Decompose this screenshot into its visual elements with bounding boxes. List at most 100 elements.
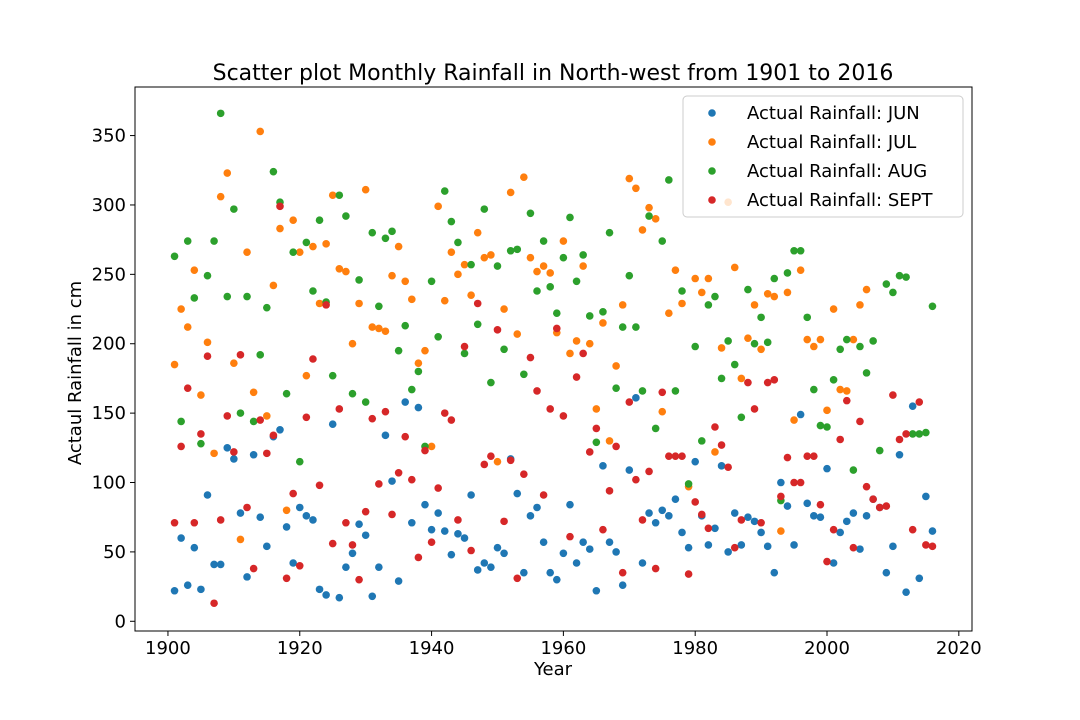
data-point <box>737 541 746 549</box>
data-point <box>605 487 614 495</box>
data-point <box>355 520 363 528</box>
data-point <box>309 287 317 295</box>
data-point <box>889 288 897 297</box>
data-point <box>691 457 699 466</box>
data-point <box>684 480 693 488</box>
data-point <box>862 285 871 294</box>
data-point <box>170 252 179 261</box>
data-point <box>671 495 680 503</box>
data-point <box>790 246 798 255</box>
data-point <box>381 234 390 243</box>
data-point <box>520 470 528 478</box>
data-point <box>394 577 403 585</box>
data-point <box>730 360 739 369</box>
data-point <box>671 452 680 460</box>
data-point <box>487 378 495 387</box>
data-point <box>750 405 759 413</box>
data-point <box>783 502 792 510</box>
data-point <box>645 212 653 220</box>
data-point <box>724 463 732 472</box>
x-tick-label: 1900 <box>145 638 191 659</box>
data-point <box>612 442 620 451</box>
data-point <box>197 439 205 448</box>
data-point <box>816 513 825 522</box>
data-point <box>480 559 489 567</box>
data-point <box>856 342 864 351</box>
data-point <box>638 226 647 234</box>
data-point <box>243 503 251 512</box>
data-point <box>645 509 653 517</box>
data-point <box>605 228 614 237</box>
y-tick-label: 50 <box>103 542 126 563</box>
data-point <box>414 403 423 412</box>
data-point <box>427 538 436 546</box>
data-point <box>902 588 910 596</box>
data-point <box>717 374 726 383</box>
data-point <box>526 209 535 218</box>
data-point <box>849 335 858 344</box>
data-point <box>480 460 489 469</box>
data-point <box>770 568 779 577</box>
data-point <box>427 277 436 286</box>
data-point <box>394 242 403 251</box>
data-point <box>658 388 667 397</box>
data-point <box>750 301 759 309</box>
data-point <box>243 573 251 581</box>
data-point <box>842 396 851 405</box>
data-point <box>645 203 653 212</box>
data-point <box>381 431 390 440</box>
data-point <box>618 323 627 331</box>
data-point <box>836 435 844 444</box>
data-point <box>803 452 812 460</box>
data-point <box>216 192 225 201</box>
data-point <box>322 301 330 309</box>
data-point <box>783 288 792 297</box>
data-point <box>691 274 699 283</box>
data-point <box>328 420 337 429</box>
data-point <box>592 438 601 447</box>
data-point <box>467 491 475 499</box>
data-point <box>223 444 232 452</box>
data-point <box>493 262 502 270</box>
data-point <box>440 527 449 535</box>
y-tick-label: 350 <box>92 126 126 147</box>
data-point <box>236 409 245 417</box>
data-point <box>777 527 785 535</box>
data-point <box>203 352 212 361</box>
data-point <box>592 424 601 433</box>
data-point <box>678 287 686 295</box>
data-point <box>480 205 489 213</box>
data-point <box>711 423 719 431</box>
data-point <box>249 450 258 459</box>
data-point <box>355 299 363 308</box>
data-point <box>177 534 185 542</box>
data-point <box>559 253 568 262</box>
data-point <box>684 543 693 552</box>
data-point <box>763 542 772 551</box>
data-point <box>777 492 785 501</box>
data-point <box>618 301 627 309</box>
data-point <box>375 324 383 333</box>
data-point <box>348 339 357 348</box>
x-axis-title: Year <box>533 659 573 680</box>
data-point <box>704 274 713 283</box>
data-point <box>856 301 864 309</box>
data-point <box>658 506 667 515</box>
data-point <box>282 389 291 398</box>
data-point <box>724 548 732 556</box>
data-point <box>289 559 297 567</box>
data-point <box>922 428 930 437</box>
data-point <box>302 413 311 422</box>
data-point <box>671 266 680 274</box>
x-axis-ticks: 1900 1920 1940 1960 1980 2000 2020 <box>145 631 982 659</box>
data-point <box>579 262 587 270</box>
data-point <box>355 276 363 284</box>
data-point <box>276 224 284 233</box>
data-point <box>513 330 522 338</box>
data-point <box>803 313 812 322</box>
data-point <box>223 292 232 301</box>
data-point <box>599 319 607 327</box>
data-point <box>177 417 185 426</box>
data-point <box>823 557 831 566</box>
data-point <box>869 495 877 503</box>
